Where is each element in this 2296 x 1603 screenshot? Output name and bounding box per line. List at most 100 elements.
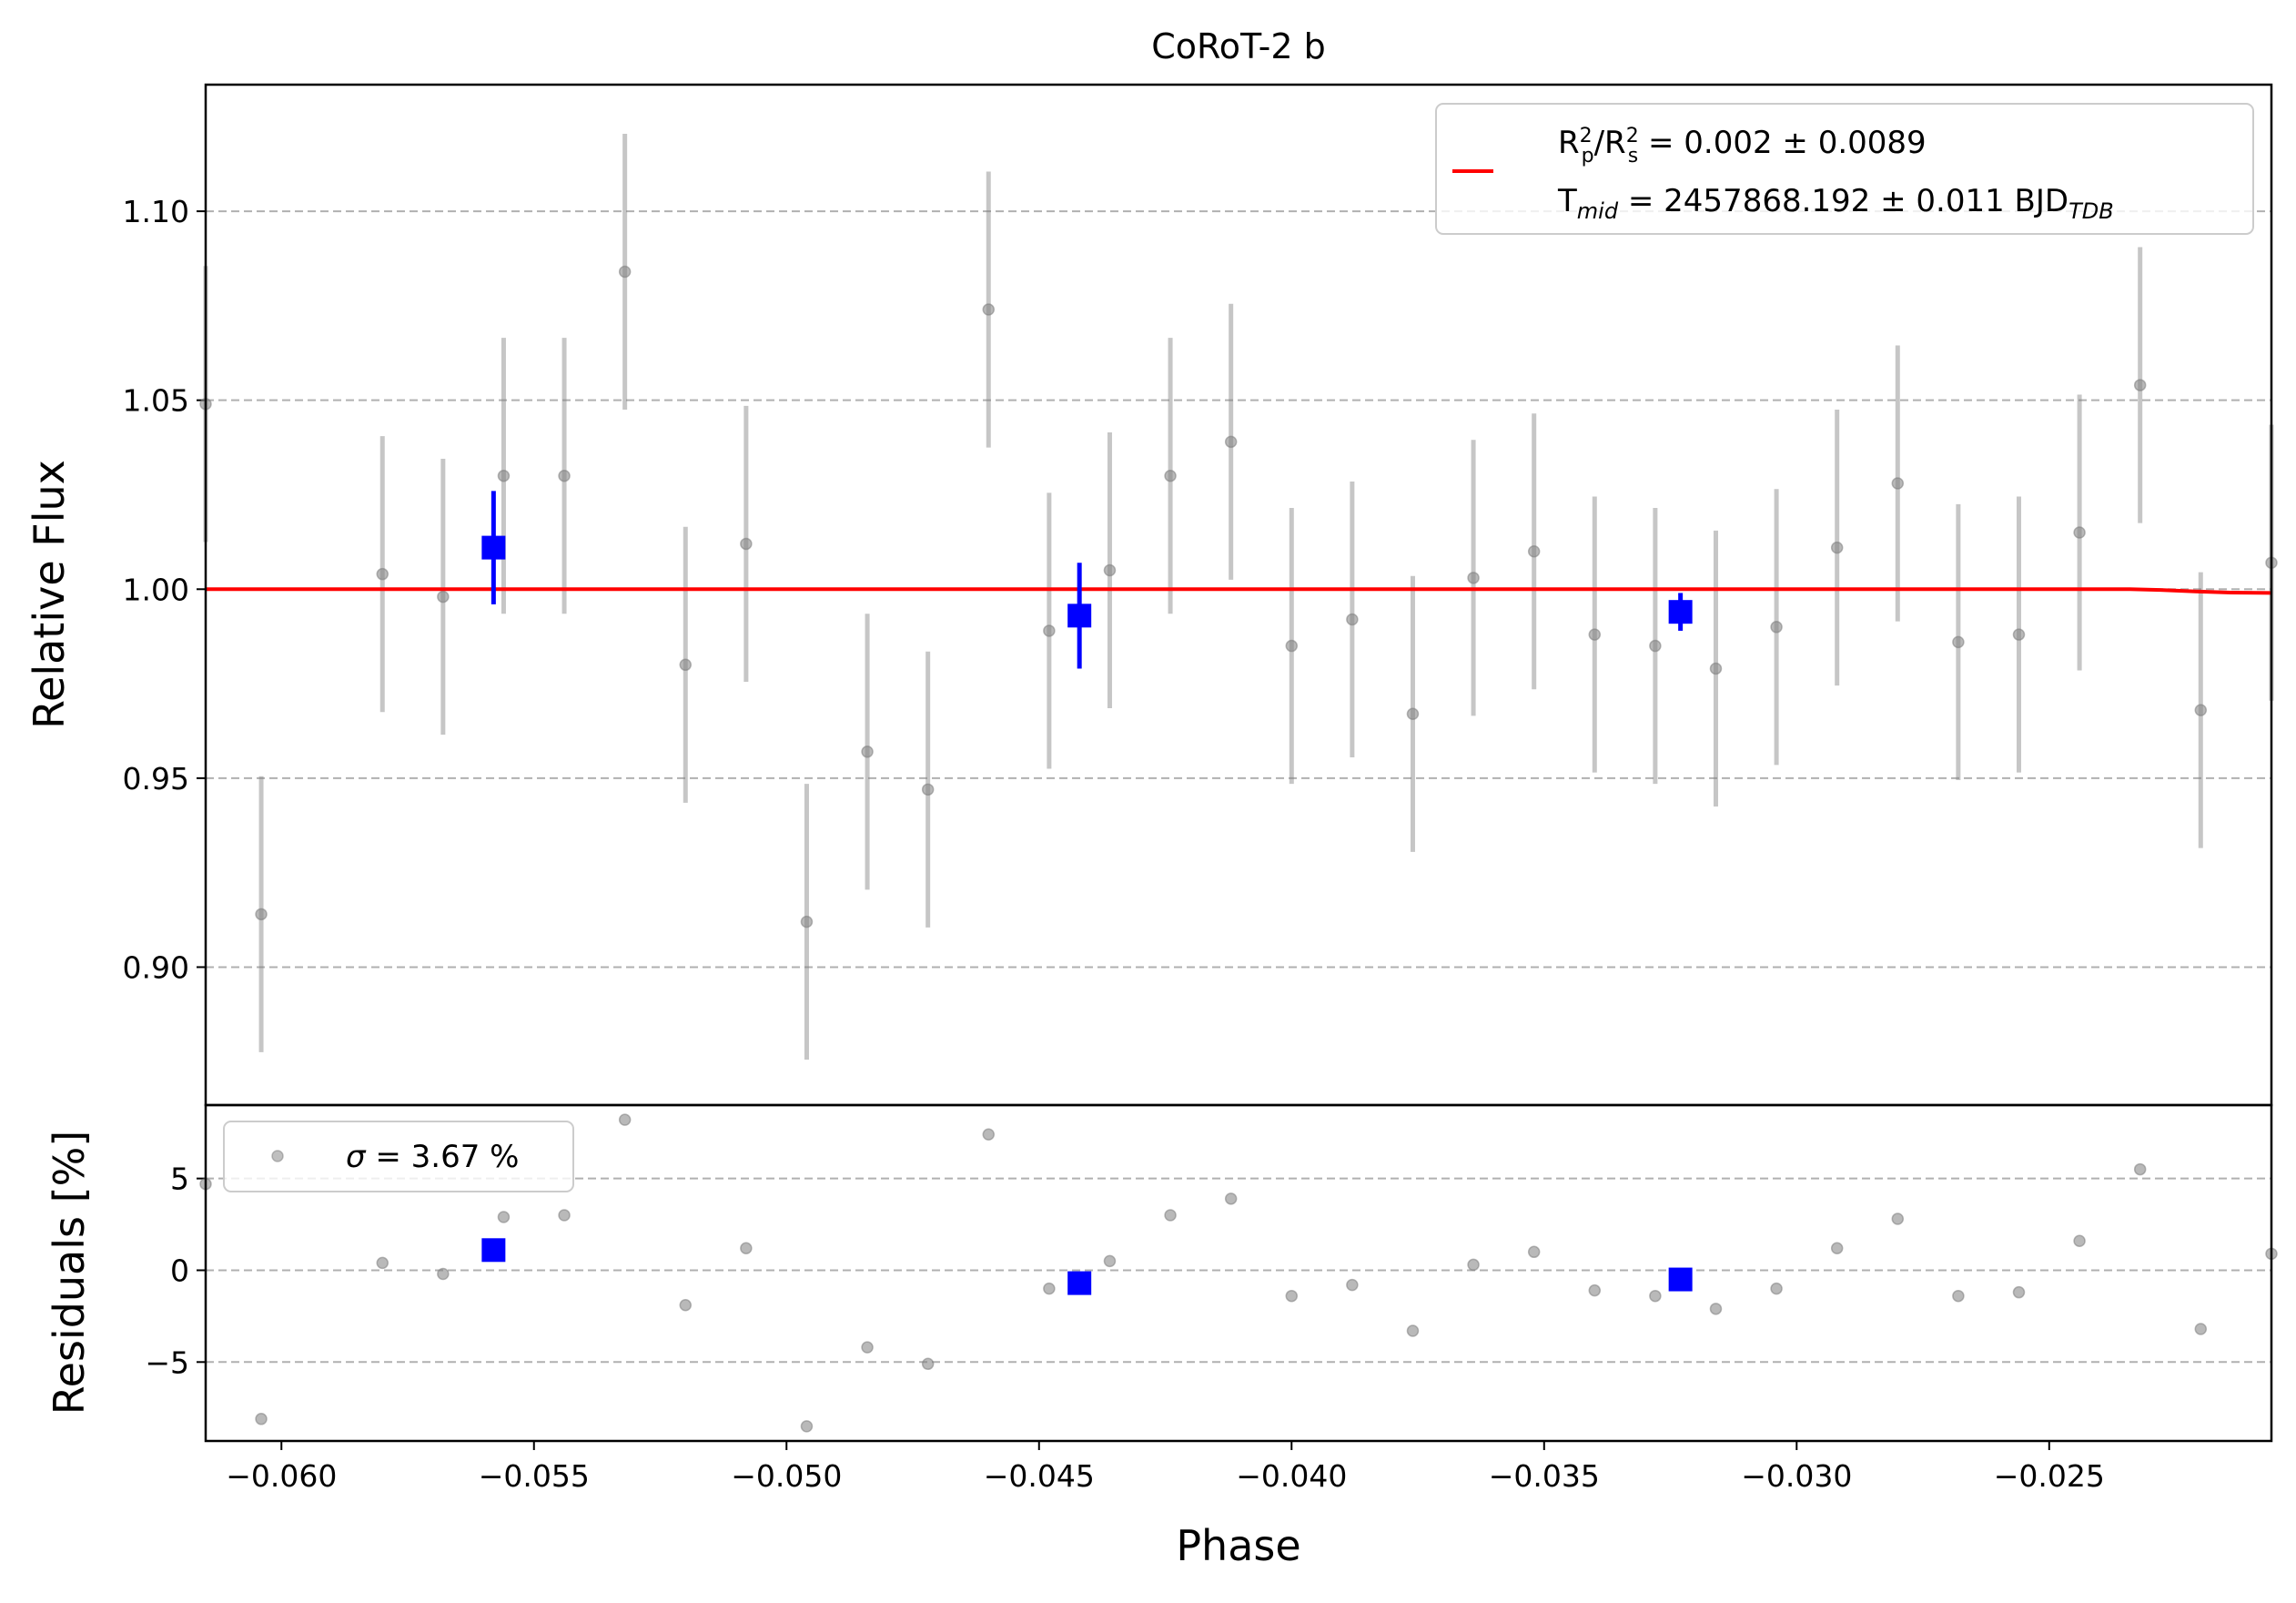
residual-point	[255, 1413, 268, 1425]
flux-binned-point	[1668, 600, 1693, 624]
legend-sigma: σ = 3.67 %	[346, 1139, 519, 1175]
flux-point	[376, 567, 389, 581]
flux-point	[1770, 621, 1783, 634]
residual-point	[861, 1341, 874, 1354]
residual-point	[1830, 1242, 1844, 1255]
residuals-binned-points	[481, 1238, 1693, 1295]
flux-point	[1709, 662, 1723, 675]
residual-point	[1952, 1289, 1965, 1303]
flux-point	[1285, 639, 1299, 653]
x-tick-label: −0.025	[1994, 1458, 2105, 1494]
flux-ylabel: Relative Flux	[25, 460, 74, 729]
residuals-axes-frame	[204, 1103, 2273, 1443]
flux-point	[2073, 526, 2086, 539]
flux-point	[740, 537, 753, 551]
flux-point	[1043, 624, 1056, 637]
residual-binned-point	[1067, 1271, 1092, 1295]
flux-point	[1467, 572, 1480, 584]
flux-point	[1588, 628, 1602, 641]
x-tick-label: −0.045	[984, 1458, 1095, 1494]
residual-point	[1285, 1289, 1299, 1303]
flux-points	[199, 265, 2278, 928]
flux-y-tick-label: 0.90	[123, 949, 189, 985]
residual-point	[618, 1113, 632, 1126]
flux-point	[1649, 639, 1662, 653]
residual-binned-point	[1668, 1267, 1693, 1292]
residual-point	[1649, 1289, 1662, 1303]
flux-point	[1830, 541, 1844, 554]
flux-point	[1103, 563, 1117, 577]
residual-point	[1527, 1245, 1541, 1259]
flux-point	[2194, 704, 2208, 716]
residual-point	[2194, 1323, 2208, 1335]
flux-y-tick-label: 1.00	[123, 572, 189, 607]
flux-y-ticks: 0.90 0.95 1.00 1.05 1.10	[123, 194, 206, 985]
x-tick-label: −0.040	[1236, 1458, 1347, 1494]
residual-point	[1224, 1192, 1238, 1205]
residual-point	[1770, 1282, 1783, 1295]
residuals-y-ticks: −5 0 5	[145, 1162, 206, 1380]
legend-radius-ratio: R2 p/R2 s = 0.002 ± 0.0089	[1558, 125, 1927, 167]
residual-point	[1103, 1254, 1117, 1268]
legend-point-swatch	[271, 1150, 284, 1162]
residuals-y-tick-label: 5	[170, 1162, 189, 1197]
x-tick-label: −0.035	[1489, 1458, 1600, 1494]
residuals-legend: σ = 3.67 %	[223, 1121, 574, 1192]
residual-point	[2012, 1285, 2026, 1299]
residual-point	[800, 1420, 814, 1433]
flux-point	[982, 303, 996, 316]
x-axis-label: Phase	[1176, 1521, 1300, 1570]
residual-point	[2133, 1162, 2147, 1176]
residual-point	[376, 1256, 389, 1270]
residuals-y-tick-label: −5	[145, 1344, 189, 1380]
residual-point	[2073, 1234, 2086, 1247]
flux-point	[1224, 435, 1238, 449]
residual-point	[558, 1209, 571, 1222]
flux-point	[437, 590, 450, 604]
residual-binned-point	[481, 1238, 506, 1263]
flux-legend: R2 p/R2 s = 0.002 ± 0.0089 Tmid = 2457868.…	[1435, 103, 2254, 235]
flux-point	[921, 783, 935, 796]
flux-point	[800, 915, 814, 928]
residual-point	[679, 1299, 693, 1312]
flux-panel: 0.90 0.95 1.00 1.05 1.10 R2 p/R2 s = 0.002 ± 0…	[25, 83, 2278, 1107]
residual-point	[1346, 1278, 1359, 1292]
residual-point	[497, 1211, 511, 1223]
residuals-y-tick-label: 0	[170, 1253, 189, 1288]
x-tick-label: −0.055	[479, 1458, 590, 1494]
flux-binned-point	[481, 535, 506, 560]
residual-point	[1043, 1282, 1056, 1295]
flux-point	[1406, 707, 1420, 721]
x-tick-label: −0.050	[731, 1458, 842, 1494]
residual-point	[1164, 1209, 1177, 1222]
chart-title: CoRoT-2 b	[1151, 26, 1326, 66]
residual-point	[1709, 1303, 1723, 1315]
flux-point	[558, 469, 571, 482]
flux-point	[679, 658, 693, 672]
legend-box	[223, 1121, 574, 1192]
residual-point	[921, 1357, 935, 1371]
flux-point	[861, 746, 874, 758]
transit-model-line	[206, 587, 2272, 595]
legend-mid-transit: Tmid = 2457868.192 ± 0.011 BJDTDB	[1557, 183, 2114, 224]
residuals-points	[199, 1113, 2278, 1433]
residual-point	[1467, 1258, 1480, 1272]
flux-binned-points	[481, 491, 1693, 669]
flux-binned-point	[1067, 604, 1092, 628]
residuals-panel: −5 0 5 σ = 3.67 % Residuals [%]	[45, 1103, 2278, 1443]
flux-point	[2133, 379, 2147, 391]
flux-point	[1527, 545, 1541, 558]
flux-point	[497, 469, 511, 482]
flux-point	[1891, 477, 1905, 490]
x-axis-ticks: −0.060 −0.055 −0.050 −0.045 −0.040 −0.035 −0.0…	[226, 1441, 2105, 1494]
flux-y-tick-label: 1.05	[123, 383, 189, 419]
x-tick-label: −0.030	[1741, 1458, 1852, 1494]
legend-box	[1435, 103, 2254, 235]
residual-point	[740, 1242, 753, 1255]
residuals-ylabel: Residuals [%]	[45, 1131, 94, 1415]
residual-point	[1588, 1283, 1602, 1297]
flux-point	[1164, 469, 1177, 482]
flux-point	[2012, 628, 2026, 641]
